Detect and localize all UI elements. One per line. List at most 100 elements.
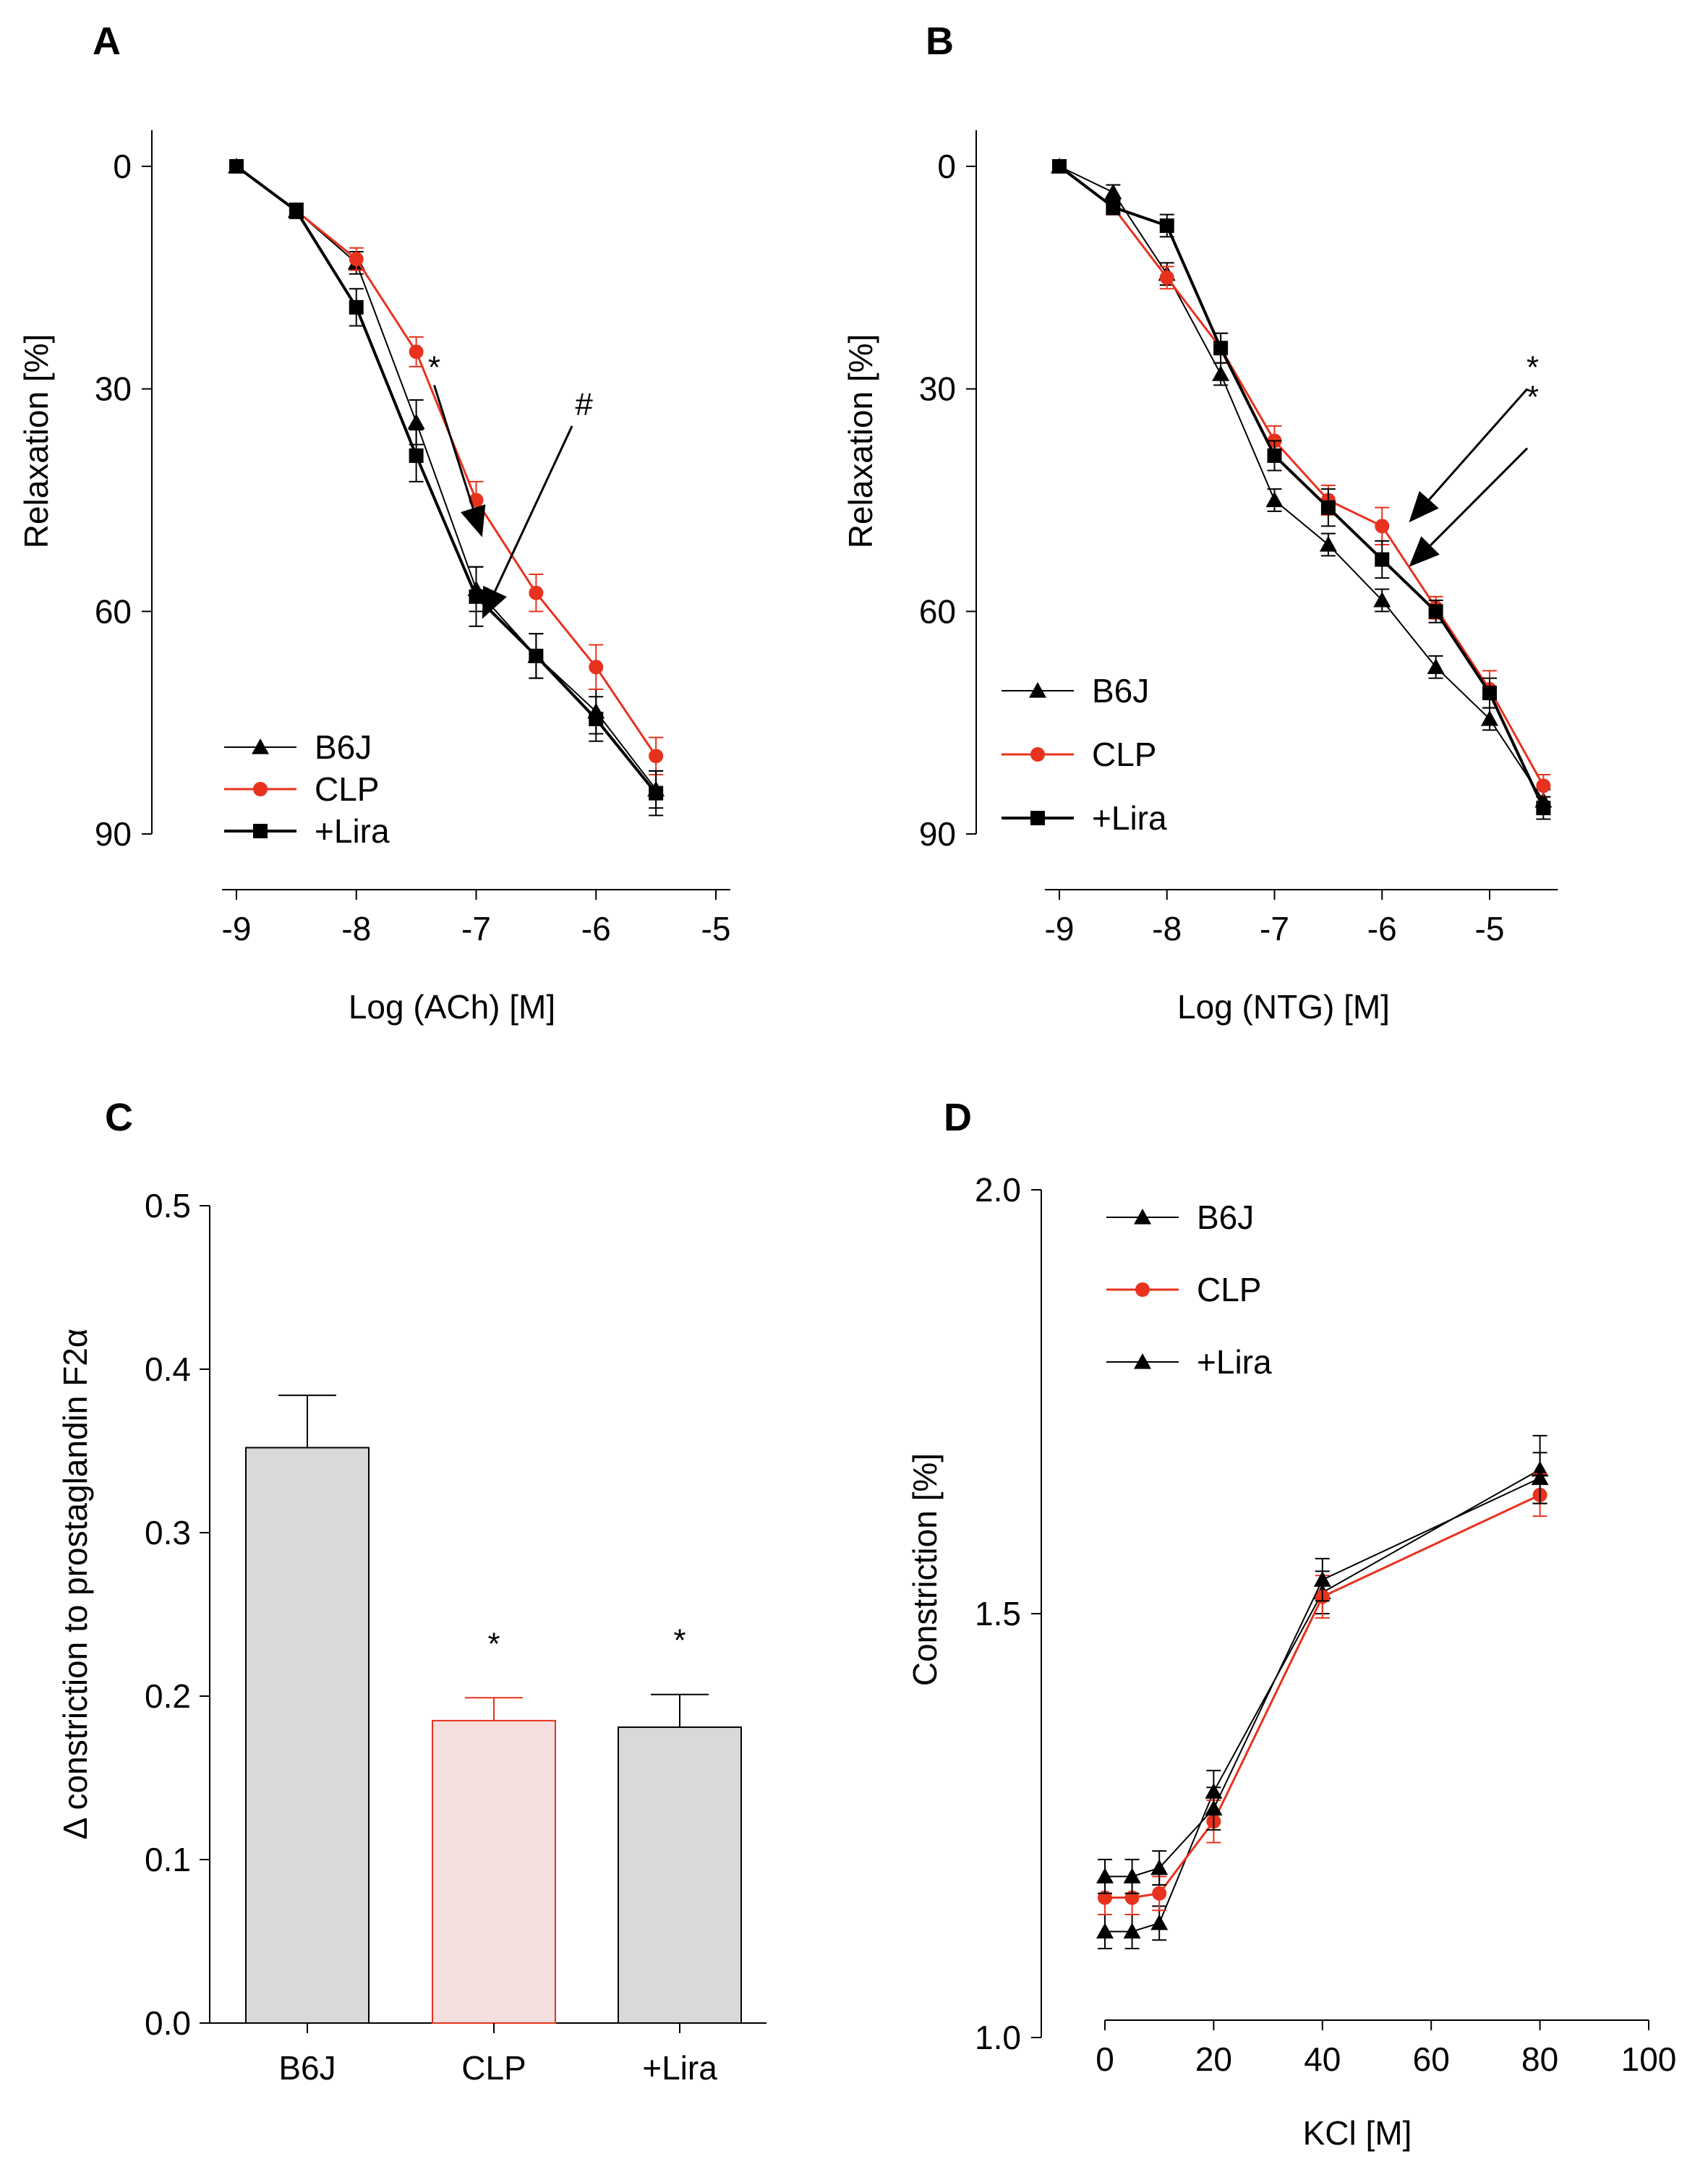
panel-a-legend-label: +Lira	[315, 812, 390, 850]
panel-b-series-clp-point	[1375, 519, 1390, 534]
panel-d-legend-label: +Lira	[1197, 1343, 1272, 1381]
panel-b-series-b6j-point	[1265, 491, 1284, 508]
panel-a-series-clp-point	[649, 749, 664, 764]
panel-b-series-b6j-line	[1059, 166, 1545, 801]
panel-b-y-tick-label: 30	[919, 370, 956, 408]
panel-a-series-b6j-line	[236, 166, 657, 791]
panel-d-x-tick-label: 100	[1621, 2040, 1677, 2078]
panel-d-legend-marker	[1134, 1353, 1151, 1369]
panel-a-x-tick-label: -9	[222, 910, 252, 948]
panel-b-y-tick-label: 60	[919, 592, 956, 630]
panel-c-significance-marker: *	[673, 1623, 686, 1659]
panel-c-significance-marker: *	[487, 1626, 500, 1661]
panel-b-series-b6j-point	[1212, 365, 1230, 381]
panel-a-series-plus-lira-point	[409, 448, 424, 463]
panel-d-x-tick-label: 40	[1304, 2040, 1341, 2078]
panel-d-y-tick-label: 1.5	[975, 1595, 1021, 1632]
panel-b-series-b6j-point	[1427, 658, 1445, 674]
panel-c-y-tick-label: 0.4	[145, 1350, 191, 1388]
panel-b-legend-label: +Lira	[1092, 799, 1167, 837]
panel-c-y-tick-label: 0.2	[145, 1677, 191, 1715]
panel-a-legend-marker	[253, 782, 268, 796]
panel-d-series-clp-point	[1152, 1886, 1167, 1901]
panel-a-series-plus-lira-point	[349, 299, 364, 315]
panel-b-series-plus-lira-point	[1052, 159, 1067, 174]
panel-a-series-clp-point	[409, 344, 424, 359]
panel-c-y-tick-label: 0.1	[145, 1841, 191, 1878]
panel-b-annotation-label: *	[1526, 379, 1539, 414]
panel-d-x-tick-label: 80	[1521, 2040, 1558, 2078]
panel-a-annotation-arrowhead	[460, 504, 486, 537]
panel-a-series-plus-lira-point	[289, 203, 304, 218]
panel-b-legend-marker	[1029, 682, 1046, 698]
panel-b-series-plus-lira-point	[1428, 604, 1443, 619]
panel-a-ylabel: Relaxation [%]	[17, 334, 55, 549]
panel-d-series-plus-lira-point	[1123, 1868, 1141, 1883]
panel-d-series-b6j-line	[1105, 1468, 1541, 1933]
panel-c-x-tick-label: +Lira	[642, 2049, 717, 2087]
panel-b-x-tick-label: -9	[1045, 910, 1075, 948]
panel-c-bar-clp	[432, 1719, 556, 2024]
panel-a-series-b6j-point	[407, 413, 425, 430]
panel-a-series-plus-lira-point	[589, 712, 604, 727]
panel-b-x-tick-label: -7	[1260, 910, 1289, 948]
panel-d-series-b6j-point	[1150, 1914, 1169, 1930]
panel-b-legend-marker	[1030, 747, 1045, 762]
panel-d-legend-marker	[1135, 1282, 1150, 1297]
panel-label-c: C	[105, 1096, 133, 1139]
panel-b-y-tick-label: 90	[919, 815, 956, 853]
panel-b-legend-label: CLP	[1092, 736, 1156, 773]
panel-b-series-clp-point	[1536, 778, 1551, 793]
panel-a-y-tick-label: 90	[95, 815, 132, 853]
panel-c-ylabel: Δ constriction to prostaglandin F2α	[56, 1329, 94, 1840]
panel-a-series-plus-lira-point	[649, 785, 664, 801]
panel-b-annotation-label: *	[1526, 349, 1539, 385]
panel-b-series-plus-lira-point	[1482, 686, 1497, 701]
panel-d-series-plus-lira-point	[1096, 1868, 1114, 1883]
panel-c-bar-b6j	[245, 1447, 370, 2024]
panel-b-x-tick-label: -6	[1367, 910, 1397, 948]
panel-d-x-tick-label: 20	[1195, 2040, 1232, 2078]
panel-a-y-tick-label: 0	[113, 148, 132, 185]
panel-d-legend-marker	[1134, 1209, 1151, 1225]
panel-c-y-tick-label: 0.5	[145, 1187, 191, 1225]
panel-d-series-clp-line	[1105, 1494, 1541, 1899]
panel-a-annotation-arrow	[494, 425, 573, 592]
panel-a-series-clp-point	[529, 585, 544, 600]
panel-d-legend-label: CLP	[1197, 1271, 1261, 1308]
panel-a-annotation-arrow	[433, 385, 474, 509]
panel-d-y-tick-label: 1.0	[975, 2019, 1021, 2056]
panel-a-annotation-label: *	[428, 349, 440, 385]
panel-a-x-tick-label: -6	[581, 910, 611, 948]
panel-b-series-b6j-point	[1104, 183, 1122, 200]
panel-b-annotation-arrow	[1430, 447, 1529, 547]
panel-c-y-tick-label: 0.3	[145, 1514, 191, 1551]
panel-a-series-plus-lira-point	[469, 589, 484, 604]
panel-a-series-plus-lira-line	[235, 165, 657, 794]
panel-a-series-clp-point	[589, 660, 604, 675]
panel-label-b: B	[926, 20, 954, 63]
panel-b-series-plus-lira-line	[1058, 165, 1545, 809]
panel-b-series-plus-lira-point	[1320, 500, 1336, 515]
panel-a-x-tick-label: -7	[461, 910, 491, 948]
panel-a-legend-marker	[253, 824, 268, 838]
panel-a-annotation-arrowhead	[482, 585, 507, 619]
panel-a-series-plus-lira-point	[229, 159, 244, 174]
panel-d-y-tick-label: 2.0	[975, 1171, 1021, 1209]
panel-c-x-tick-label: CLP	[461, 2049, 526, 2087]
panel-b-series-plus-lira-point	[1536, 801, 1551, 816]
panel-d-series-plus-lira-point	[1150, 1859, 1169, 1875]
panel-b-legend-label: B6J	[1092, 672, 1149, 710]
panel-c: C Δ constriction to prostaglandin F2α 0.…	[56, 1096, 767, 2087]
panel-d-series-plus-lira-point	[1531, 1469, 1549, 1486]
panel-b-xlabel: Log (NTG) [M]	[1177, 988, 1390, 1026]
panel-a-y-tick-label: 30	[95, 370, 132, 408]
panel-a-legend-label: CLP	[315, 770, 379, 808]
panel-d: D Constriction [%] KCl [M] 0 20 40 60 80 100 1…	[906, 1096, 1676, 2152]
panel-d-series-b6j-point	[1096, 1923, 1114, 1939]
panel-b-series-plus-lira-point	[1106, 200, 1121, 215]
panel-d-x-tick-label: 60	[1413, 2040, 1450, 2078]
panel-b-series-plus-lira-point	[1213, 341, 1229, 356]
panel-d-x-tick-label: 0	[1096, 2040, 1114, 2078]
panel-b-x-tick-label: -8	[1152, 910, 1182, 948]
